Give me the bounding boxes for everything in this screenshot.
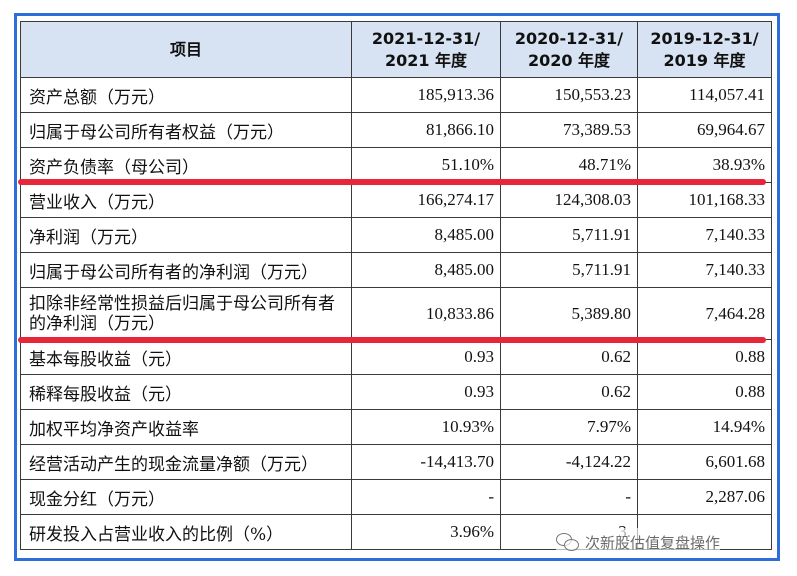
table-row: 资产总额（万元） 185,913.36 150,553.23 114,057.4… bbox=[20, 77, 772, 113]
cell-2020: 5,711.91 bbox=[500, 252, 638, 288]
cell-2021: 166,274.17 bbox=[351, 182, 501, 218]
cell-2019: 69,964.67 bbox=[637, 112, 772, 148]
header-2019-date: 2019-12-31/ bbox=[650, 28, 759, 48]
cell-2021: 10,833.86 bbox=[351, 287, 501, 340]
table-row: 现金分红（万元） - - 2,287.06 bbox=[20, 479, 772, 515]
row-label: 研发投入占营业收入的比例（%） bbox=[20, 514, 352, 550]
header-row: 项目 2021-12-31/ 2021 年度 2020-12-31/ 2020 … bbox=[20, 21, 772, 78]
table-row: 基本每股收益（元） 0.93 0.62 0.88 bbox=[20, 339, 772, 375]
highlight-line-top bbox=[18, 179, 766, 185]
row-label: 加权平均净资产收益率 bbox=[20, 409, 352, 445]
cell-2020: 5,389.80 bbox=[500, 287, 638, 340]
header-2019: 2019-12-31/ 2019 年度 bbox=[637, 21, 772, 78]
cell-2019: 7,140.33 bbox=[637, 252, 772, 288]
row-label: 营业收入（万元） bbox=[20, 182, 352, 218]
cell-2020: 150,553.23 bbox=[500, 77, 638, 113]
watermark: 次新股估值复盘操作 bbox=[556, 528, 721, 556]
cell-2019: 0.88 bbox=[637, 339, 772, 375]
table-row: 营业收入（万元） 166,274.17 124,308.03 101,168.3… bbox=[20, 182, 772, 218]
financial-table: 项目 2021-12-31/ 2021 年度 2020-12-31/ 2020 … bbox=[20, 21, 772, 550]
header-2021-date: 2021-12-31/ bbox=[371, 28, 481, 48]
cell-2021: 8,485.00 bbox=[351, 217, 501, 253]
row-label: 基本每股收益（元） bbox=[20, 339, 352, 375]
cell-2021: 0.93 bbox=[351, 339, 501, 375]
header-2020: 2020-12-31/ 2020 年度 bbox=[500, 21, 638, 78]
row-label: 扣除非经常性损益后归属于母公司所有者的净利润（万元） bbox=[20, 287, 352, 340]
table-row: 资产负债率（母公司） 51.10% 48.71% 38.93% bbox=[20, 147, 772, 183]
table-row: 归属于母公司所有者的净利润（万元） 8,485.00 5,711.91 7,14… bbox=[20, 252, 772, 288]
cell-2021: 185,913.36 bbox=[351, 77, 501, 113]
cell-2019: 114,057.41 bbox=[637, 77, 772, 113]
table-row: 稀释每股收益（元） 0.93 0.62 0.88 bbox=[20, 374, 772, 410]
cell-2019: 101,168.33 bbox=[637, 182, 772, 218]
cell-2020: 48.71% bbox=[500, 147, 638, 183]
cell-2019: 0.88 bbox=[637, 374, 772, 410]
cell-2019: 2,287.06 bbox=[637, 479, 772, 515]
row-label: 稀释每股收益（元） bbox=[20, 374, 352, 410]
cell-2021: 10.93% bbox=[351, 409, 501, 445]
table-row: 加权平均净资产收益率 10.93% 7.97% 14.94% bbox=[20, 409, 772, 445]
highlight-line-bottom bbox=[18, 337, 766, 343]
header-2020-date: 2020-12-31/ bbox=[514, 28, 624, 48]
cell-2021: 81,866.10 bbox=[351, 112, 501, 148]
row-label: 归属于母公司所有者权益（万元） bbox=[20, 112, 352, 148]
row-label: 净利润（万元） bbox=[20, 217, 352, 253]
cell-2020: 0.62 bbox=[500, 339, 638, 375]
watermark-text: 次新股估值复盘操作 bbox=[585, 533, 721, 552]
cell-2021: 51.10% bbox=[351, 147, 501, 183]
row-label: 资产总额（万元） bbox=[20, 77, 352, 113]
cell-2021: 0.93 bbox=[351, 374, 501, 410]
header-item: 项目 bbox=[20, 21, 352, 78]
cell-2021: 3.96% bbox=[351, 514, 501, 550]
row-label: 资产负债率（母公司） bbox=[20, 147, 352, 183]
cell-2021: -14,413.70 bbox=[351, 444, 501, 480]
header-2021-year: 2021 年度 bbox=[384, 50, 468, 70]
header-2021: 2021-12-31/ 2021 年度 bbox=[351, 21, 501, 78]
cell-2019: 38.93% bbox=[637, 147, 772, 183]
cell-2020: 5,711.91 bbox=[500, 217, 638, 253]
table-row: 扣除非经常性损益后归属于母公司所有者的净利润（万元） 10,833.86 5,3… bbox=[20, 287, 772, 340]
cell-2020: 7.97% bbox=[500, 409, 638, 445]
row-label: 经营活动产生的现金流量净额（万元） bbox=[20, 444, 352, 480]
cell-2020: 73,389.53 bbox=[500, 112, 638, 148]
wechat-icon bbox=[556, 533, 580, 551]
table-row: 归属于母公司所有者权益（万元） 81,866.10 73,389.53 69,9… bbox=[20, 112, 772, 148]
cell-2019: 6,601.68 bbox=[637, 444, 772, 480]
cell-2020: 124,308.03 bbox=[500, 182, 638, 218]
header-2020-year: 2020 年度 bbox=[527, 50, 611, 70]
row-label: 现金分红（万元） bbox=[20, 479, 352, 515]
table-row: 净利润（万元） 8,485.00 5,711.91 7,140.33 bbox=[20, 217, 772, 253]
cell-2019: 7,464.28 bbox=[637, 287, 772, 340]
header-2019-year: 2019 年度 bbox=[663, 50, 746, 70]
cell-2021: - bbox=[351, 479, 501, 515]
table-row: 经营活动产生的现金流量净额（万元） -14,413.70 -4,124.22 6… bbox=[20, 444, 772, 480]
cell-2020: 0.62 bbox=[500, 374, 638, 410]
cell-2019: 7,140.33 bbox=[637, 217, 772, 253]
cell-2020: - bbox=[500, 479, 638, 515]
cell-2021: 8,485.00 bbox=[351, 252, 501, 288]
row-label: 归属于母公司所有者的净利润（万元） bbox=[20, 252, 352, 288]
cell-2020: -4,124.22 bbox=[500, 444, 638, 480]
cell-2019: 14.94% bbox=[637, 409, 772, 445]
